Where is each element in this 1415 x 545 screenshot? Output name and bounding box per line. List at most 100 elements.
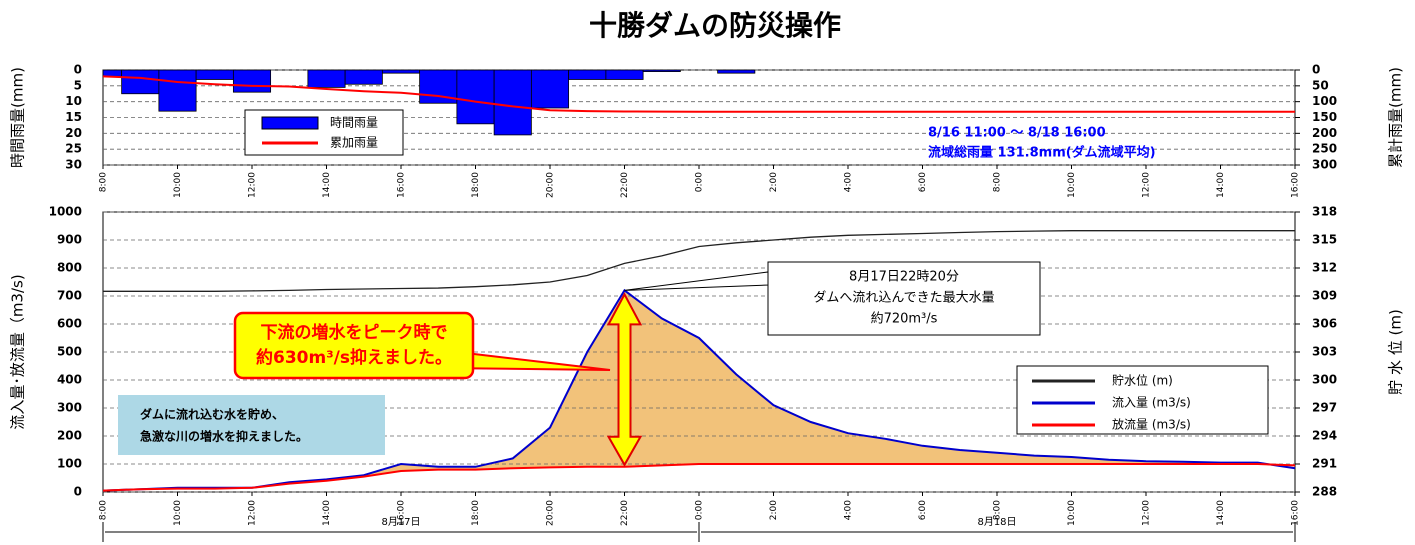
x-tick-label: 16:00 xyxy=(1291,172,1301,198)
y2-tick-label: 309 xyxy=(1312,289,1337,303)
x-tick-label: 12:00 xyxy=(248,500,258,526)
y2-axis-label: 貯 水 位 (m) xyxy=(1387,309,1405,395)
x-tick-label: 4:00 xyxy=(844,172,854,192)
y-tick-label: 100 xyxy=(57,457,82,471)
series-line xyxy=(103,230,1295,292)
y-tick-label: 300 xyxy=(57,401,82,415)
x-tick-label: 8:00 xyxy=(993,172,1003,192)
series-line xyxy=(102,463,1296,492)
note-text: ダムに流れ込む水を貯め、 xyxy=(140,407,284,422)
y2-tick-label: 50 xyxy=(1312,78,1329,92)
rain-bar xyxy=(344,69,383,85)
x-tick-label: 8:00 xyxy=(993,500,1003,520)
y2-tick-label: 312 xyxy=(1312,261,1337,275)
note-box xyxy=(118,395,385,455)
rain-bar xyxy=(456,69,495,125)
y2-tick-label: 200 xyxy=(1312,126,1337,140)
y2-tick-label: 318 xyxy=(1312,205,1337,219)
rain-bar xyxy=(642,69,681,72)
x-tick-label: 14:00 xyxy=(322,500,332,526)
y-axis-label: 流入量･放流量（m3/s) xyxy=(9,274,27,429)
x-tick-label: 4:00 xyxy=(844,500,854,520)
x-tick-label: 10:00 xyxy=(173,172,183,198)
legend-label: 放流量 (m3/s) xyxy=(1112,417,1191,432)
x-tick-label: 2:00 xyxy=(769,172,779,192)
y-tick-label: 0 xyxy=(74,63,82,77)
x-tick-label: 0:00 xyxy=(695,172,705,192)
y-tick-label: 5 xyxy=(74,78,82,92)
x-tick-label: 14:00 xyxy=(1216,500,1226,526)
x-tick-label: 16:00 xyxy=(397,500,407,526)
legend-label: 流入量 (m3/s) xyxy=(1112,396,1191,410)
y-tick-label: 0 xyxy=(74,485,82,499)
y2-tick-label: 300 xyxy=(1312,158,1337,172)
legend-label: 時間雨量 xyxy=(330,116,378,130)
rain-bar xyxy=(121,69,160,95)
rain-bar xyxy=(102,69,123,77)
rain-bar xyxy=(605,69,644,80)
area xyxy=(103,290,1295,492)
legend-label: 累加雨量 xyxy=(330,136,378,150)
x-tick-label: 20:00 xyxy=(546,172,556,198)
rain-bar xyxy=(232,69,272,93)
y2-tick-label: 100 xyxy=(1312,94,1337,108)
y-tick-label: 20 xyxy=(65,126,82,140)
y-axis-label: 時間雨量(mm) xyxy=(9,67,27,168)
rain-bar xyxy=(530,69,570,109)
y2-tick-label: 150 xyxy=(1312,110,1337,124)
y-tick-label: 600 xyxy=(57,317,82,331)
rain-bar xyxy=(493,69,532,136)
y2-tick-label: 250 xyxy=(1312,142,1337,156)
x-tick-label: 10:00 xyxy=(173,500,183,526)
x-tick-label: 18:00 xyxy=(471,500,481,526)
cumulative-line xyxy=(102,75,1295,113)
y-tick-label: 900 xyxy=(57,233,82,247)
callout-box xyxy=(767,261,1041,336)
y-tick-label: 25 xyxy=(65,142,82,156)
y2-tick-label: 288 xyxy=(1312,485,1337,499)
legend-label: 貯水位 (m) xyxy=(1112,373,1173,388)
y2-tick-label: 294 xyxy=(1312,429,1337,443)
y2-axis-label: 累計雨量(mm) xyxy=(1387,67,1405,168)
y-tick-label: 10 xyxy=(65,94,82,108)
x-tick-label: 8:00 xyxy=(99,172,109,192)
x-tick-label: 22:00 xyxy=(620,500,630,526)
y2-tick-label: 315 xyxy=(1312,233,1337,247)
x-tick-label: 12:00 xyxy=(248,172,258,198)
peak-arrow xyxy=(606,292,643,467)
rain-bar xyxy=(717,69,756,74)
x-tick-label: 6:00 xyxy=(918,172,928,192)
rain-bar xyxy=(307,69,346,88)
series-line xyxy=(102,288,1296,492)
annotation: 8/16 11:00 ～ 8/18 16:00 xyxy=(928,126,1106,141)
x-tick-label: 16:00 xyxy=(1291,500,1301,526)
highlight-text: 約630m³/s抑えました。 xyxy=(256,347,452,368)
x-tick-label: 12:00 xyxy=(1142,172,1152,198)
y-tick-label: 1000 xyxy=(49,205,82,219)
x-tick-label: 6:00 xyxy=(918,500,928,520)
annotation: 流域総雨量 131.8mm(ダム流域平均) xyxy=(928,145,1156,161)
x-tick-label: 18:00 xyxy=(471,172,481,198)
chart-title: 十勝ダムの防災操作 xyxy=(589,9,841,42)
legend-box xyxy=(1016,365,1269,435)
y2-tick-label: 0 xyxy=(1312,63,1320,77)
callout-text: 約720m³/s xyxy=(871,312,938,327)
x-tick-label: 14:00 xyxy=(1216,172,1226,198)
y2-tick-label: 303 xyxy=(1312,345,1337,359)
date-label: 8月17日 xyxy=(381,516,420,528)
x-tick-label: 14:00 xyxy=(322,172,332,198)
y-tick-label: 400 xyxy=(57,373,82,387)
date-label: 8月18日 xyxy=(977,516,1016,528)
legend-swatch xyxy=(261,116,319,130)
rain-bar xyxy=(195,69,234,80)
rain-bar xyxy=(381,69,421,74)
y-tick-label: 30 xyxy=(65,158,82,172)
x-tick-label: 16:00 xyxy=(397,172,407,198)
y2-tick-label: 300 xyxy=(1312,373,1337,387)
y-tick-label: 800 xyxy=(57,261,82,275)
y-tick-label: 200 xyxy=(57,429,82,443)
y-tick-label: 700 xyxy=(57,289,82,303)
x-tick-label: 0:00 xyxy=(695,500,705,520)
y-tick-label: 500 xyxy=(57,345,82,359)
x-tick-label: 10:00 xyxy=(1067,172,1077,198)
